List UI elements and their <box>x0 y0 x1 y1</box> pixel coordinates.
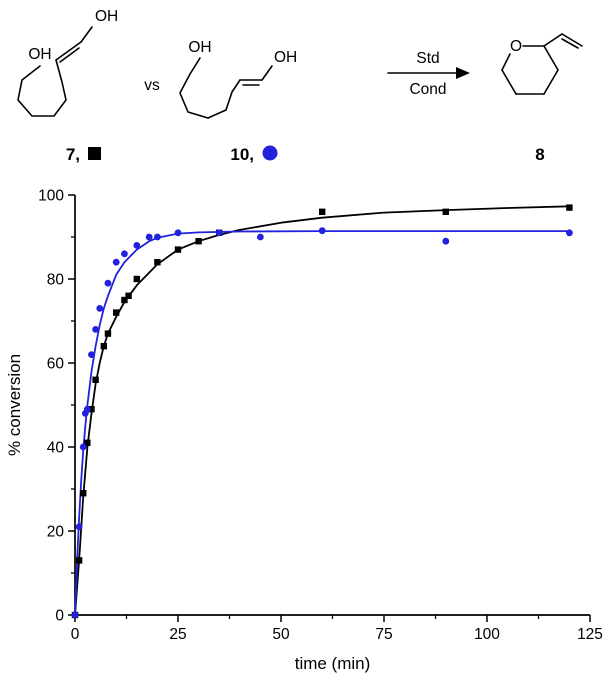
data-point-7 <box>84 439 91 446</box>
x-tick-label: 125 <box>577 626 603 643</box>
vinyl-bond <box>543 33 563 47</box>
x-tick-label: 0 <box>71 626 80 643</box>
compound-7-structure: OH OH <box>17 8 118 117</box>
data-point-7 <box>133 275 140 283</box>
y-tick-label: 80 <box>47 272 65 289</box>
vs-text: vs <box>144 77 160 94</box>
fit-curve-10 <box>74 230 570 616</box>
data-point-10 <box>257 233 264 241</box>
hydroxyl-label: OH <box>274 49 297 66</box>
condition-top-text: Std <box>416 50 439 67</box>
compound-10-structure: OH OH <box>179 39 297 119</box>
legend-marker-7 <box>88 147 101 160</box>
y-tick-label: 40 <box>47 440 65 457</box>
ring-bond <box>501 53 511 71</box>
data-point-7 <box>88 406 95 413</box>
data-point-10 <box>133 242 141 249</box>
data-point-10 <box>442 237 450 245</box>
ring-bond <box>501 69 517 95</box>
data-point-7 <box>174 246 182 253</box>
compound-10-label: 10, <box>230 145 254 164</box>
conversion-chart: 0 25 50 75 100 125 0 20 40 60 80 100 time (min) % con… <box>5 188 603 674</box>
y-axis-title: % conversion <box>5 354 24 456</box>
ring-bond <box>543 69 559 95</box>
arrowhead-icon <box>456 67 470 79</box>
data-point-7 <box>442 208 449 215</box>
data-point-7 <box>113 309 120 316</box>
data-point-7 <box>121 296 128 304</box>
x-axis-title: time (min) <box>295 654 371 673</box>
x-tick-label: 50 <box>272 626 290 643</box>
y-tick-label: 100 <box>38 188 64 205</box>
data-point-10 <box>92 326 99 333</box>
compound-labels: 7, 10, 8 <box>66 145 545 164</box>
data-point-7 <box>195 238 202 245</box>
data-point-10 <box>75 523 83 531</box>
data-point-10 <box>104 279 112 287</box>
hydroxyl-label: OH <box>188 39 211 56</box>
data-point-10 <box>112 258 120 266</box>
data-point-10 <box>121 250 128 258</box>
compound-7-label: 7, <box>66 145 80 164</box>
double-bond <box>55 41 82 61</box>
data-point-10 <box>83 405 91 413</box>
legend-marker-10 <box>262 145 278 161</box>
ring-oxygen-label: O <box>510 38 522 55</box>
compound-8-label: 8 <box>535 145 544 164</box>
data-point-7 <box>125 292 132 299</box>
ring-bond <box>543 45 559 71</box>
vinyl-double-bond-inner <box>561 38 579 49</box>
vinyl-double-bond <box>561 33 583 47</box>
data-point-10 <box>154 233 161 241</box>
reaction-arrow-group: Std Cond <box>387 50 470 98</box>
y-tick-label: 60 <box>47 356 65 373</box>
compound-8-structure: O <box>501 33 583 95</box>
data-point-7 <box>104 330 112 337</box>
data-point-10 <box>318 227 326 235</box>
y-tick-label: 20 <box>47 524 65 541</box>
data-point-10 <box>215 229 223 237</box>
data-point-10 <box>145 233 153 241</box>
double-bond-inner <box>59 47 80 63</box>
data-point-10 <box>96 305 104 312</box>
hydroxyl-label: OH <box>95 8 118 25</box>
reaction-scheme: OH OH vs OH OH Std Cond O <box>17 8 583 164</box>
condition-bottom-text: Cond <box>409 81 446 98</box>
data-point-10 <box>88 351 95 358</box>
carbon-chain-bond <box>17 59 67 117</box>
data-point-7 <box>75 557 83 564</box>
y-tick-label: 0 <box>55 608 64 625</box>
data-point-7 <box>100 343 108 350</box>
x-tick-label: 25 <box>169 626 186 643</box>
data-point-7 <box>319 208 326 215</box>
data-point-10 <box>71 611 79 619</box>
data-point-7 <box>154 259 161 266</box>
x-tick-label: 75 <box>375 626 392 643</box>
data-point-7 <box>80 490 87 497</box>
data-point-10 <box>566 229 573 237</box>
data-point-7 <box>566 204 573 211</box>
data-point-10 <box>174 229 182 237</box>
hydroxyl-label: OH <box>28 46 51 63</box>
data-point-10 <box>79 443 87 451</box>
fit-curve-7 <box>74 205 570 616</box>
carbon-chain-bond <box>179 57 241 119</box>
x-tick-label: 100 <box>474 626 500 643</box>
data-point-7 <box>92 376 99 383</box>
carbon-chain-bond <box>261 65 273 81</box>
carbon-chain-bond <box>80 26 93 43</box>
